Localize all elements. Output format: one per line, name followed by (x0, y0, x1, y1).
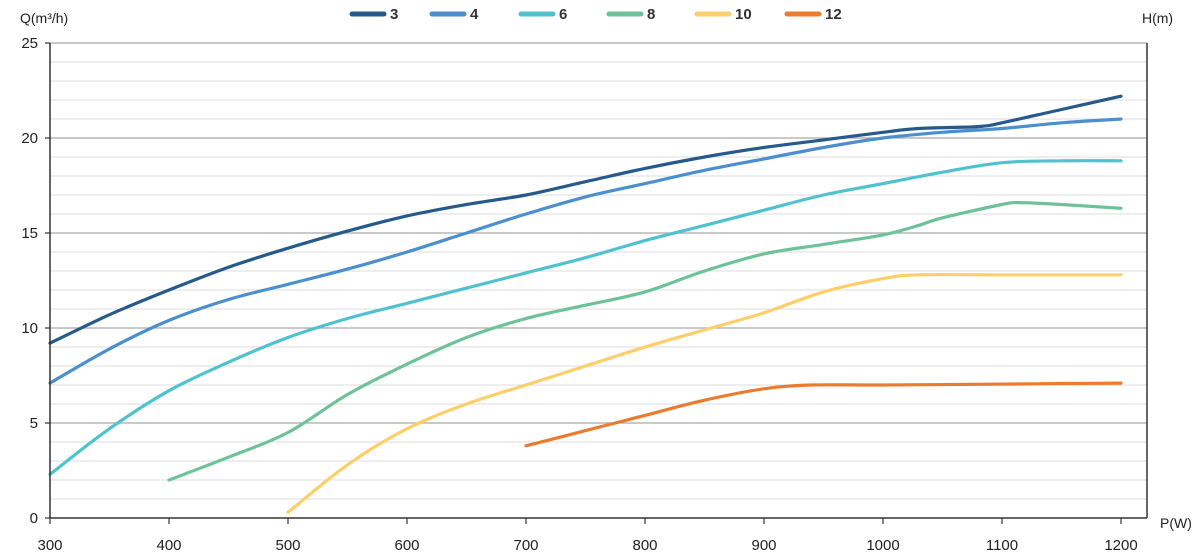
series-line-3 (48, 94, 1123, 345)
y-tick-label: 0 (30, 510, 38, 527)
legend-label-8: 8 (647, 6, 655, 23)
series-line-6 (48, 159, 1123, 476)
legend-label-10: 10 (735, 6, 752, 23)
series-layer (48, 94, 1123, 514)
legend-label-12: 12 (825, 6, 842, 23)
legend-label-4: 4 (470, 6, 479, 23)
y-tick-label: 10 (21, 320, 38, 337)
y-tick-label: 20 (21, 130, 38, 147)
x-tick-label: 300 (37, 537, 62, 554)
axes: 0 5 10 15 20 25 300 400 500 600 700 800 900 1000 1100 1… (21, 35, 1148, 554)
x-tick-label: 500 (275, 537, 300, 554)
x-tick-label: 600 (394, 537, 419, 554)
x-axis-title: P(W) (1160, 515, 1192, 531)
y-tick-label: 15 (21, 225, 38, 242)
y2-axis-title: H(m) (1142, 10, 1173, 26)
series-line-10 (286, 272, 1123, 514)
x-tick-label: 1100 (986, 537, 1018, 554)
y-axis-title: Q(m³/h) (20, 10, 68, 26)
x-tick-label: 400 (156, 537, 181, 554)
legend: 3 4 6 8 10 12 (349, 6, 842, 23)
x-tick-label: 700 (513, 537, 538, 554)
x-tick-label: 1200 (1104, 537, 1137, 554)
y-tick-label: 5 (30, 415, 38, 432)
x-tick-label: 800 (632, 537, 657, 554)
y-tick-label: 25 (21, 35, 38, 52)
legend-label-6: 6 (559, 6, 567, 23)
series-line-8 (167, 200, 1123, 482)
legend-label-3: 3 (390, 6, 398, 23)
grid (50, 42, 1147, 500)
x-tick-label: 900 (751, 537, 776, 554)
series-line-4 (48, 117, 1123, 385)
series-line-12 (524, 381, 1123, 448)
x-tick-label: 1000 (866, 537, 899, 554)
